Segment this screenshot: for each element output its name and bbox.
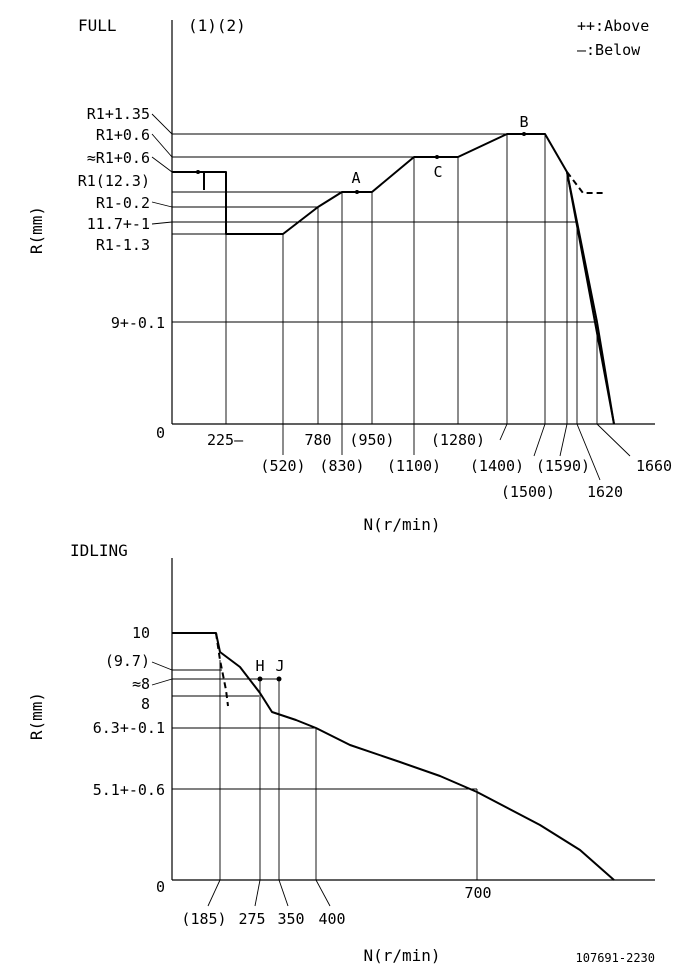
full-x-tick-label: 225— bbox=[207, 431, 244, 449]
idling-below-dashed-curve bbox=[215, 632, 229, 707]
point-a-marker bbox=[355, 190, 359, 194]
idling-title: IDLING bbox=[70, 541, 128, 560]
full-steep-branch bbox=[566, 171, 615, 425]
idling-x-tick-label: 275 bbox=[238, 910, 265, 928]
idling-leader bbox=[315, 879, 331, 907]
idling-leader bbox=[207, 879, 221, 907]
full-y-tick-label: 11.7+-1 bbox=[87, 215, 150, 233]
point-h-label: H bbox=[255, 657, 264, 675]
idling-chart: IDLING 10 (9.7) ≈8 8 6.3+-0.1 5.1+-0.6 0 bbox=[27, 541, 655, 965]
idling-y-tick-label: (9.7) bbox=[105, 652, 150, 670]
point-c-label: C bbox=[433, 163, 442, 181]
full-x-tick-label: (1590) bbox=[536, 457, 590, 475]
full-origin-label: 0 bbox=[156, 424, 165, 442]
full-x-tick-label: (520) bbox=[260, 457, 305, 475]
full-x-tick-label: (1280) bbox=[431, 431, 485, 449]
full-y-tick-label: ≈R1+0.6 bbox=[87, 149, 150, 167]
full-y-axis-title: R(mm) bbox=[27, 206, 46, 254]
full-leader bbox=[499, 423, 508, 441]
idling-leader bbox=[151, 661, 173, 671]
full-y-tick-label: R1-1.3 bbox=[96, 236, 150, 254]
idling-origin-label: 0 bbox=[156, 878, 165, 896]
point-b-label: B bbox=[519, 113, 528, 131]
full-x-tick-label: (1400) bbox=[470, 457, 524, 475]
full-x-tick-label: (830) bbox=[319, 457, 364, 475]
idling-x-tick-label: 400 bbox=[318, 910, 345, 928]
point-h-marker bbox=[257, 676, 263, 682]
full-x-tick-label: (950) bbox=[349, 431, 394, 449]
full-y-tick-label: 9+-0.1 bbox=[111, 314, 165, 332]
full-leader bbox=[151, 156, 173, 173]
idling-y-tick-label: 10 bbox=[132, 624, 150, 642]
full-x-tick-label: (1500) bbox=[501, 483, 555, 501]
full-chart: FULL (1)(2) ++:Above —:Below bbox=[27, 16, 672, 534]
idling-y-tick-label: 5.1+-0.6 bbox=[93, 781, 165, 799]
idling-x-tick-label: (185) bbox=[181, 910, 226, 928]
idling-main-curve bbox=[172, 632, 615, 881]
full-y-tick-label: R1-0.2 bbox=[96, 194, 150, 212]
full-x-tick-label: 780 bbox=[304, 431, 331, 449]
idling-y-tick-label: ≈8 bbox=[132, 675, 150, 693]
full-x-tick-label: 1660 bbox=[636, 457, 672, 475]
full-leader bbox=[596, 423, 631, 457]
idling-x-tick-label: 700 bbox=[464, 884, 491, 902]
full-main-curve bbox=[172, 133, 615, 425]
full-title: FULL bbox=[78, 16, 117, 35]
idling-y-axis-title: R(mm) bbox=[27, 692, 46, 740]
full-x-axis-title: N(r/min) bbox=[363, 515, 440, 534]
full-x-tick-label: (1100) bbox=[387, 457, 441, 475]
legend-above: ++:Above bbox=[577, 17, 649, 35]
full-leader bbox=[151, 201, 173, 208]
full-above-dashed-curve bbox=[566, 171, 606, 194]
point-c-marker bbox=[435, 155, 439, 159]
full-x-tick-label: 1620 bbox=[587, 483, 623, 501]
legend-below: —:Below bbox=[577, 41, 641, 59]
point-b-marker bbox=[522, 132, 526, 136]
footer-code: 107691-2230 bbox=[576, 951, 655, 965]
full-y-tick-label: R1+1.35 bbox=[87, 105, 150, 123]
point-a-label: A bbox=[351, 169, 360, 187]
idling-leader bbox=[151, 678, 173, 686]
full-y-tick-label: R1+0.6 bbox=[96, 126, 150, 144]
point-j-marker bbox=[276, 676, 282, 682]
full-leader bbox=[151, 133, 173, 158]
full-point-marker bbox=[196, 170, 200, 174]
idling-leader bbox=[278, 879, 289, 907]
idling-y-tick-label: 6.3+-0.1 bbox=[93, 719, 165, 737]
full-leader bbox=[576, 423, 601, 481]
point-j-label: J bbox=[275, 657, 284, 675]
full-leader bbox=[559, 423, 568, 457]
idling-leader bbox=[254, 879, 261, 907]
idling-x-tick-label: 350 bbox=[277, 910, 304, 928]
full-subtitle: (1)(2) bbox=[188, 16, 246, 35]
idling-y-tick-label: 8 bbox=[141, 695, 150, 713]
idling-x-axis-title: N(r/min) bbox=[363, 946, 440, 965]
full-leader bbox=[151, 221, 173, 225]
full-y-tick-label: R1(12.3) bbox=[78, 172, 150, 190]
full-leader bbox=[533, 423, 546, 457]
full-leader bbox=[151, 113, 173, 135]
